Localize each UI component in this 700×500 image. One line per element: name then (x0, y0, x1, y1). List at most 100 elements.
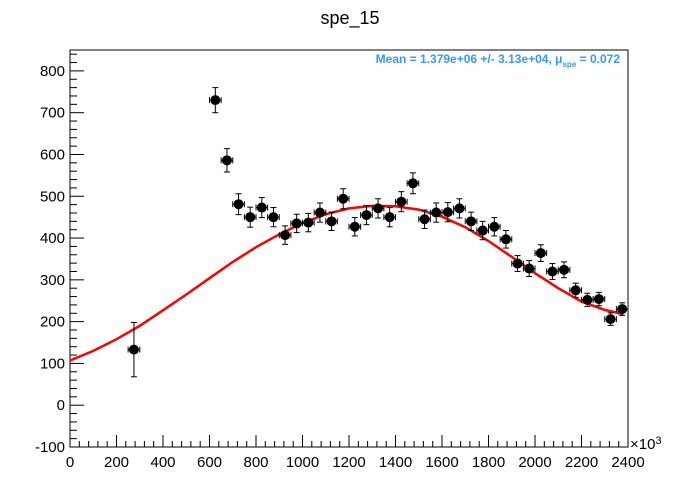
data-point (592, 291, 606, 307)
point-marker (280, 230, 291, 241)
data-point (232, 193, 245, 216)
point-marker (477, 225, 488, 236)
fit-curve-group (69, 204, 624, 362)
x-tick-label: 2200 (565, 454, 598, 471)
data-point (383, 207, 396, 228)
data-point (278, 225, 292, 245)
data-point (453, 198, 466, 219)
data-point (557, 261, 571, 279)
point-marker (489, 221, 500, 232)
point-marker (221, 155, 232, 166)
data-point (127, 321, 141, 378)
data-point (499, 230, 513, 249)
point-marker (268, 212, 279, 223)
data-point (336, 188, 350, 210)
x-tick-label: 200 (104, 454, 129, 471)
point-marker (291, 218, 302, 229)
point-marker (128, 344, 139, 355)
stats-suffix: = 0.072 (576, 52, 620, 66)
x-tick-label: 800 (243, 454, 268, 471)
axis-ticks: 0 200 400 600 800 1000 1200 1400 1600 1800 2000 220… (35, 53, 645, 471)
x-tick-label: 1200 (332, 454, 365, 471)
point-marker (407, 178, 418, 189)
point-marker (361, 210, 372, 221)
data-point (395, 191, 408, 213)
y-tick-label: -100 (35, 439, 65, 456)
point-marker (442, 207, 453, 218)
x-tick-label: 1800 (472, 454, 505, 471)
data-point (406, 172, 420, 195)
data-point (476, 220, 489, 241)
x-tick-label: 2000 (518, 454, 551, 471)
point-marker (500, 234, 511, 245)
data-point (441, 202, 455, 223)
stats-subscript: spe (562, 60, 576, 69)
point-marker (210, 95, 221, 106)
stats-annotation: Mean = 1.379e+06 +/- 3.13e+04, μspe = 0.… (376, 52, 621, 69)
x-multiplier-base: ×10 (630, 436, 655, 453)
point-marker (512, 258, 523, 269)
point-marker (303, 217, 314, 228)
data-point (488, 217, 501, 237)
point-marker (593, 294, 604, 305)
y-tick-label: 300 (40, 272, 65, 289)
data-point (313, 202, 327, 223)
x-tick-label: 1000 (286, 454, 319, 471)
point-marker (373, 203, 384, 214)
point-marker (256, 202, 267, 213)
stats-prefix: Mean = 1.379e+06 +/- 3.13e+04, μ (376, 52, 563, 66)
data-point (569, 282, 582, 298)
point-marker (605, 314, 616, 325)
point-marker (396, 196, 407, 207)
point-marker (454, 203, 465, 214)
y-tick-label: 800 (40, 63, 65, 80)
x-tick-label: 0 (66, 454, 74, 471)
data-point (418, 209, 431, 229)
data-point (534, 244, 548, 262)
point-marker (431, 207, 442, 218)
x-multiplier-label: ×103 (630, 435, 662, 453)
point-marker (314, 207, 325, 218)
data-point (255, 197, 269, 219)
point-marker (535, 248, 546, 259)
data-point (267, 207, 280, 228)
point-marker (559, 264, 570, 275)
data-point (522, 260, 536, 277)
data-points (127, 87, 629, 378)
x-tick-label: 600 (197, 454, 222, 471)
data-point (511, 255, 524, 272)
data-point (302, 212, 315, 233)
point-marker (233, 199, 244, 210)
y-tick-label: 500 (40, 188, 65, 205)
data-point (464, 211, 478, 232)
point-marker (617, 304, 628, 315)
point-marker (326, 216, 337, 227)
data-point (325, 211, 338, 232)
point-marker (419, 214, 430, 225)
point-marker (466, 216, 477, 227)
point-marker (349, 221, 360, 232)
chart-title: spe_15 (320, 8, 379, 29)
data-point (243, 206, 257, 228)
point-marker (384, 212, 395, 223)
data-point (604, 312, 617, 326)
data-point (348, 217, 362, 237)
y-tick-label: 200 (40, 314, 65, 331)
x-tick-label: 2400 (611, 454, 644, 471)
y-tick-label: 400 (40, 230, 65, 247)
data-point (220, 148, 234, 173)
x-tick-label: 400 (150, 454, 175, 471)
point-marker (582, 294, 593, 305)
y-tick-label: 0 (57, 397, 65, 414)
point-marker (245, 212, 256, 223)
data-point (581, 292, 594, 308)
x-tick-label: 1600 (425, 454, 458, 471)
plot-frame (69, 49, 629, 448)
data-point (615, 302, 629, 316)
data-point (371, 198, 385, 219)
data-point (429, 202, 443, 223)
point-marker (547, 266, 558, 277)
fit-curve (69, 204, 624, 362)
x-multiplier-exp: 3 (655, 435, 661, 447)
